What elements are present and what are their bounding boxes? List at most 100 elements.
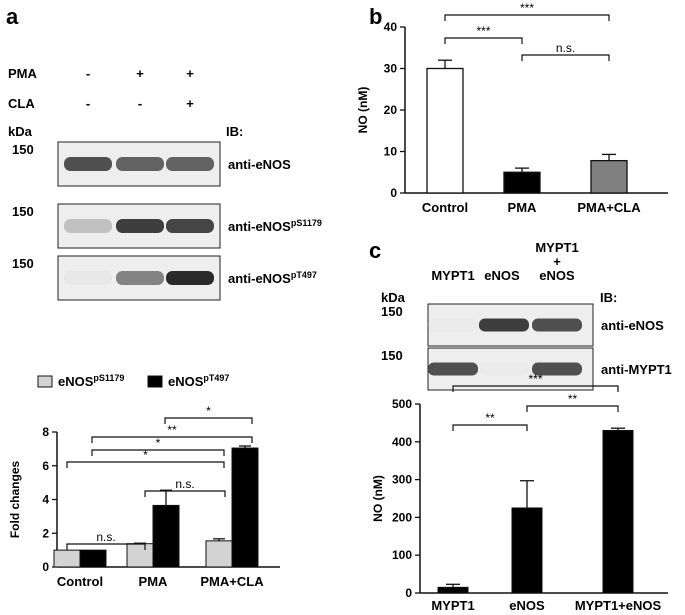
- lane-label-enos: eNOS: [484, 268, 520, 283]
- marker-label: 150: [381, 304, 403, 319]
- legend-superscript: pT497: [203, 373, 229, 383]
- y-tick-label: 6: [42, 459, 49, 473]
- bar-pt497-0: [79, 549, 107, 568]
- x-tick-label: Control: [57, 574, 103, 589]
- condition-pma-lane-1: -: [86, 66, 90, 81]
- bar-ps1179-2: [205, 540, 233, 568]
- x-tick-label: Control: [422, 200, 468, 215]
- band-row1-lane0: [64, 219, 112, 233]
- kda-label-a: kDa: [8, 124, 33, 139]
- band-row1-lane2: [166, 219, 214, 233]
- x-tick-label: PMA+CLA: [200, 574, 264, 589]
- sig-c-2-label: **: [485, 411, 495, 425]
- band-row1-lane1: [116, 219, 164, 233]
- ib-antibody-label: anti-eNOSpT497: [228, 270, 317, 286]
- legend-label-0: eNOSpS1179: [58, 373, 124, 389]
- y-tick-label: 300: [392, 473, 412, 487]
- sig-c-1-label: ***: [528, 372, 542, 386]
- sig-star-1-line: [91, 449, 225, 456]
- legend-swatch-1: [147, 375, 163, 388]
- y-axis-label: NO (nM): [371, 475, 385, 522]
- condition-cla-lane-1: -: [86, 96, 90, 111]
- band-row2-lane1: [116, 271, 164, 285]
- y-axis-label: NO (nM): [356, 87, 370, 134]
- y-tick-label: 0: [405, 586, 412, 600]
- legend-superscript: pS1179: [93, 373, 124, 383]
- band-row0-lane0: [428, 318, 478, 332]
- y-tick-label: 4: [42, 493, 49, 507]
- blot-a: 150 anti-eNOS 150 anti-eNOSpS1179 150 anti-eN…: [12, 141, 322, 301]
- ib-label-c: IB:: [600, 290, 617, 305]
- sig-c-3-line: [526, 405, 619, 412]
- band-row1-lane2: [532, 362, 582, 376]
- lane-label-mypt1: MYPT1: [431, 268, 474, 283]
- sig-b-1-label: ***: [520, 1, 534, 15]
- marker-label: 150: [381, 348, 403, 363]
- blot-a-conditions: PMA - + + CLA - - + kDa IB:: [8, 66, 243, 139]
- sig-c-3-label: **: [568, 392, 578, 406]
- x-tick-label: PMA: [139, 574, 169, 589]
- condition-label-pma: PMA: [8, 66, 38, 81]
- ib-antibody-label: anti-eNOSpS1179: [228, 218, 322, 234]
- sig-b-3-label: n.s.: [556, 41, 575, 55]
- ib-antibody-label: anti-eNOS: [228, 157, 291, 172]
- chart-c: 0 100 200 300 400 500 NO (nM) MYPT1 eNOS MYPT1+eN…: [371, 372, 668, 613]
- sig-b-3-line: [521, 54, 610, 61]
- panel-letter-c: c: [369, 238, 381, 263]
- kda-label-c: kDa: [381, 290, 406, 305]
- band-row0-lane2: [166, 157, 214, 171]
- lane-label-mypt1-top: MYPT1: [535, 240, 578, 255]
- marker-label: 150: [12, 204, 34, 219]
- legend-label-1: eNOSpT497: [168, 373, 229, 389]
- ib-label-a: IB:: [226, 124, 243, 139]
- chart-a: 0 2 4 6 8 Fold changes Control PMA PMA+CLA eNOSpS…: [8, 373, 280, 589]
- x-tick-label: MYPT1: [431, 598, 474, 613]
- marker-label: 150: [12, 256, 34, 271]
- bar-pt497-2: [231, 447, 259, 568]
- sig-b-2-label: ***: [476, 24, 490, 38]
- y-tick-label: 0: [390, 186, 397, 200]
- bar-2: [590, 159, 628, 194]
- y-tick-label: 400: [392, 435, 412, 449]
- bar-ps1179-1: [126, 543, 154, 568]
- antibody-superscript: pS1179: [291, 218, 322, 228]
- sig-c-1-line: [452, 385, 619, 392]
- bar-2: [602, 429, 634, 594]
- blot-c: 150 anti-eNOS 150 anti-MYPT1: [381, 303, 672, 391]
- sig-dstar-line: [91, 436, 253, 443]
- bar-pt497-1: [152, 504, 180, 568]
- chart-b: 0 10 20 30 40 NO (nM) Control PMA PMA+CLA *** *** n…: [356, 1, 668, 215]
- bar-1: [503, 171, 541, 194]
- legend-swatch-0: [37, 375, 53, 388]
- panel-letter-b: b: [369, 4, 382, 29]
- sig-star-3-label: *: [206, 404, 211, 418]
- y-tick-label: 8: [42, 425, 49, 439]
- y-axis-label: Fold changes: [8, 461, 22, 539]
- marker-label: 150: [12, 142, 34, 157]
- y-tick-label: 0: [42, 560, 49, 574]
- x-tick-label: eNOS: [509, 598, 545, 613]
- sig-ns-1-label: n.s.: [96, 530, 115, 544]
- sig-ns-2-label: n.s.: [175, 477, 194, 491]
- antibody-superscript: pT497: [291, 270, 317, 280]
- ib-antibody-label: anti-MYPT1: [601, 362, 672, 377]
- condition-cla-lane-2: -: [138, 96, 142, 111]
- band-row2-lane0: [64, 271, 112, 285]
- sig-b-1-line: [444, 14, 610, 21]
- blot-c-header: MYPT1 eNOS MYPT1 + eNOS kDa IB:: [381, 240, 617, 305]
- x-tick-label: MYPT1+eNOS: [575, 598, 662, 613]
- bar-0: [426, 67, 464, 194]
- panel-letter-a: a: [6, 4, 19, 29]
- lane-label-enos-bottom: eNOS: [539, 268, 575, 283]
- x-tick-label: PMA: [508, 200, 538, 215]
- y-tick-label: 2: [42, 526, 49, 540]
- ib-antibody-label: anti-eNOS: [601, 318, 664, 333]
- sig-star-2-line: [66, 461, 225, 468]
- sig-c-2-line: [452, 424, 528, 431]
- y-tick-label: 20: [384, 103, 398, 117]
- band-row1-lane1: [479, 362, 529, 376]
- y-tick-label: 10: [384, 145, 398, 159]
- bar-0: [437, 586, 469, 594]
- y-tick-label: 100: [392, 548, 412, 562]
